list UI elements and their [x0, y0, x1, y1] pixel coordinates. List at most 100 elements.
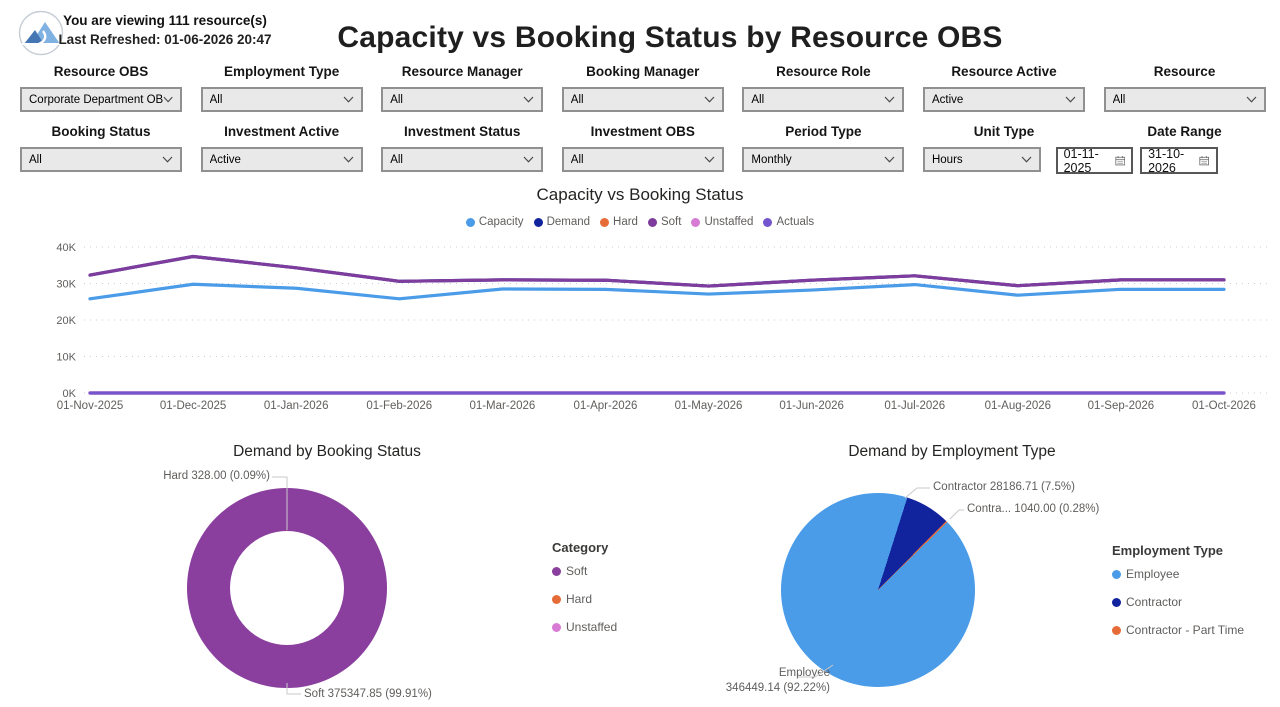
donut-callout-soft: Soft 375347.85 (99.91%) [304, 688, 432, 700]
chevron-down-icon [162, 156, 173, 163]
legend-label: Demand [546, 216, 591, 228]
calendar-icon [1114, 156, 1125, 166]
legend-item-hard[interactable]: Hard [552, 592, 617, 606]
filter-label-date-range: Date Range [1147, 124, 1222, 139]
legend-label: Actuals [776, 216, 815, 228]
svg-text:01-Mar-2026: 01-Mar-2026 [469, 400, 535, 412]
legend-dot [600, 217, 610, 227]
chevron-down-icon [163, 96, 173, 103]
donut-legend-title: Category [552, 540, 609, 555]
legend-item-demand[interactable]: Demand [533, 216, 591, 228]
date-range-inputs: 01-11-2025 31-10-2026 [1055, 147, 1218, 175]
filter-label-booking-manager: Booking Manager [586, 64, 700, 79]
resource-role-dropdown[interactable]: All [742, 87, 905, 112]
period-type-dropdown[interactable]: Monthly [742, 147, 905, 172]
donut-callout-hard: Hard 328.00 (0.09%) [163, 470, 270, 482]
chevron-down-icon [523, 96, 534, 103]
pie-chart-title: Demand by Employment Type [848, 443, 1056, 460]
resource-obs-dropdown[interactable]: Corporate Department OB... [20, 87, 182, 112]
pie-callout-employee: Employee 346449.14 (92.22%) [725, 667, 830, 694]
legend-dot [1112, 569, 1121, 579]
filter-resource-role: Resource Role All [742, 62, 905, 112]
page-title: Capacity vs Booking Status by Resource O… [337, 21, 1003, 54]
filter-resource-manager: Resource Manager All [381, 62, 544, 112]
resource-active-dropdown[interactable]: Active [922, 87, 1085, 112]
donut-legend-items: Soft Hard Unstaffed [552, 564, 617, 634]
filter-label-resource-role: Resource Role [776, 64, 871, 79]
legend-label: Unstaffed [704, 216, 754, 228]
legend-label: Soft [660, 216, 682, 228]
filter-resource-active: Resource Active Active [922, 62, 1085, 112]
legend-item-contractor-part-time[interactable]: Contractor - Part Time [1112, 623, 1244, 637]
filter-period-type: Period Type Monthly [742, 122, 905, 174]
legend-item-hard[interactable]: Hard [600, 216, 638, 228]
legend-dot [552, 622, 561, 632]
legend-label: Soft [566, 564, 588, 578]
date-range-end-input[interactable]: 31-10-2026 [1140, 147, 1218, 175]
legend-label: Employee [1126, 567, 1180, 581]
line-chart-legend: Capacity Demand Hard Soft Unstaffed Actuals [0, 216, 1280, 228]
booking-status-dropdown[interactable]: All [20, 147, 182, 172]
filter-label-employment-type: Employment Type [223, 64, 340, 79]
chevron-down-icon [884, 96, 895, 103]
header-status-block: You are viewing 111 resource(s) Last Ref… [40, 11, 290, 49]
filter-resource-obs: Resource OBS Corporate Department OB... [20, 62, 182, 112]
resource-dropdown[interactable]: All [1103, 87, 1266, 112]
legend-item-unstaffed[interactable]: Unstaffed [552, 620, 617, 634]
legend-dot [691, 217, 701, 227]
legend-dot [465, 217, 475, 227]
investment-obs-dropdown[interactable]: All [561, 147, 724, 172]
filter-investment-active: Investment Active Active [200, 122, 363, 174]
chevron-down-icon [704, 156, 715, 163]
pie-callout-contractor: Contractor 28186.71 (7.5%) [933, 481, 1075, 493]
last-refreshed-text: Last Refreshed: 01-06-2026 20:47 [58, 32, 272, 47]
legend-item-actuals[interactable]: Actuals [763, 216, 814, 228]
filter-row-2: Booking Status All Investment Active Act… [20, 122, 1266, 175]
chevron-down-icon [884, 156, 895, 163]
legend-dot [763, 217, 773, 227]
legend-item-unstaffed[interactable]: Unstaffed [691, 216, 753, 228]
pie-legend-title: Employment Type [1112, 543, 1224, 558]
resource-count-text: You are viewing 111 resource(s) [63, 13, 267, 28]
legend-label: Capacity [478, 216, 524, 228]
demand-by-employment-type-pie[interactable] [781, 493, 975, 687]
filter-label-investment-active: Investment Active [224, 124, 340, 139]
employment-type-dropdown[interactable]: All [200, 87, 363, 112]
investment-status-dropdown[interactable]: All [381, 147, 544, 172]
line-chart[interactable]: 0K 10K 20K 30K 40K 01-Nov-2025 01-Dec-2025 01-J… [0, 237, 1280, 420]
svg-text:01-Jun-2026: 01-Jun-2026 [779, 400, 844, 412]
unit-type-dropdown[interactable]: Hours [922, 147, 1041, 172]
resource-manager-dropdown[interactable]: All [381, 87, 544, 112]
legend-item-contractor[interactable]: Contractor [1112, 595, 1244, 609]
filter-booking-manager: Booking Manager All [561, 62, 724, 112]
svg-text:01-Sep-2026: 01-Sep-2026 [1088, 400, 1155, 412]
svg-text:01-Aug-2026: 01-Aug-2026 [985, 400, 1052, 412]
donut-chart-title: Demand by Booking Status [233, 443, 421, 460]
legend-item-soft[interactable]: Soft [647, 216, 682, 228]
legend-item-soft[interactable]: Soft [552, 564, 617, 578]
chevron-down-icon [1021, 156, 1032, 163]
booking-manager-dropdown[interactable]: All [561, 87, 724, 112]
chevron-down-icon [704, 96, 715, 103]
svg-text:20K: 20K [56, 315, 76, 327]
date-range-start-input[interactable]: 01-11-2025 [1055, 147, 1134, 175]
donut-legend: Category Soft Hard Unstaffed [552, 540, 617, 648]
svg-text:01-Apr-2026: 01-Apr-2026 [573, 400, 637, 412]
filter-label-resource: Resource [1153, 64, 1216, 79]
legend-dot [1112, 597, 1121, 607]
investment-active-dropdown[interactable]: Active [200, 147, 363, 172]
svg-text:01-Feb-2026: 01-Feb-2026 [366, 400, 432, 412]
filter-resource: Resource All [1103, 62, 1266, 112]
legend-item-employee[interactable]: Employee [1112, 567, 1244, 581]
chevron-down-icon [523, 156, 534, 163]
legend-dot [552, 594, 561, 604]
pie-legend: Employment Type Employee Contractor Contra… [1112, 543, 1244, 651]
filter-label-investment-status: Investment Status [404, 124, 521, 139]
demand-by-booking-status-donut[interactable] [187, 488, 387, 688]
svg-text:30K: 30K [56, 279, 76, 291]
filter-label-resource-manager: Resource Manager [401, 64, 523, 79]
svg-text:10K: 10K [56, 352, 76, 364]
legend-label: Contractor [1126, 595, 1183, 609]
legend-item-capacity[interactable]: Capacity [465, 216, 524, 228]
svg-text:0K: 0K [63, 388, 77, 400]
